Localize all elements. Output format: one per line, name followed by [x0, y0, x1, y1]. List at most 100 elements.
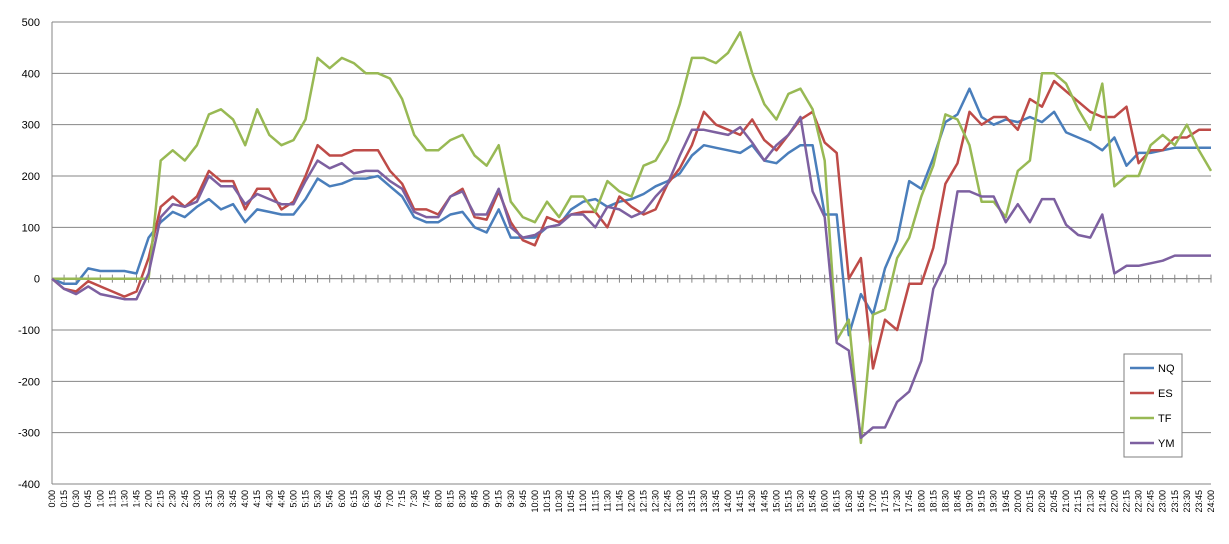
- x-tick-label: 13:30: [699, 490, 709, 513]
- series-line-es: [51, 79, 1211, 370]
- x-tick-label: 20:45: [1049, 490, 1059, 513]
- x-tick-label: 7:15: [397, 490, 407, 508]
- x-tick-label: 20:30: [1037, 490, 1047, 513]
- series-line-nq: [51, 87, 1211, 337]
- y-tick-label: -200: [18, 376, 40, 388]
- x-tick-label: 4:45: [276, 490, 286, 508]
- y-tick-label: 500: [22, 17, 40, 29]
- y-tick-label: -300: [18, 428, 40, 440]
- x-tick-label: 22:30: [1134, 490, 1144, 513]
- x-tick-label: 2:45: [180, 490, 190, 508]
- x-tick-label: 2:30: [168, 490, 178, 508]
- x-tick-label: 15:30: [796, 490, 806, 513]
- x-tick-label: 3:15: [204, 490, 214, 508]
- x-tick-label: 5:00: [288, 490, 298, 508]
- y-axis-tick-labels: -400 -300 -200 -100 0 100 200 300 400 500: [18, 17, 40, 491]
- x-tick-label: 17:00: [868, 490, 878, 513]
- legend-box: [1123, 353, 1183, 458]
- x-tick-label: 15:00: [771, 490, 781, 513]
- x-tick-label: 18:00: [916, 490, 926, 513]
- x-tick-label: 21:45: [1097, 490, 1107, 513]
- legend-label: YM: [1158, 438, 1175, 450]
- x-tick-label: 16:00: [820, 490, 830, 513]
- x-tick-label: 1:00: [95, 490, 105, 508]
- x-axis-tick-labels: 0:00 0:15 0:30 0:45 1:00 1:15 1:30 1:45 2:00 2:15…: [47, 490, 1216, 513]
- y-tick-label: -400: [18, 479, 40, 491]
- x-tick-label: 8:15: [445, 490, 455, 508]
- x-tick-label: 24:00: [1206, 490, 1216, 513]
- x-tick-label: 19:00: [965, 490, 975, 513]
- legend: NQ ES TF YM: [1123, 353, 1183, 458]
- x-tick-label: 19:30: [989, 490, 999, 513]
- x-tick-label: 5:30: [313, 490, 323, 508]
- x-tick-label: 12:00: [627, 490, 637, 513]
- x-tick-label: 5:45: [325, 490, 335, 508]
- x-tick-label: 12:45: [663, 490, 673, 513]
- y-tick-label: 100: [22, 222, 40, 234]
- x-tick-label: 11:30: [602, 490, 612, 512]
- x-tick-label: 11:45: [614, 490, 624, 512]
- x-tick-label: 9:00: [482, 490, 492, 508]
- x-tick-label: 7:00: [385, 490, 395, 508]
- x-tick-label: 23:00: [1158, 490, 1168, 513]
- x-tick-label: 15:15: [783, 490, 793, 513]
- x-tick-label: 12:15: [639, 490, 649, 513]
- legend-label: TF: [1158, 413, 1172, 425]
- x-tick-label: 0:15: [59, 490, 69, 508]
- legend-label: ES: [1158, 388, 1173, 400]
- x-tick-label: 17:15: [880, 490, 890, 513]
- x-tick-label: 6:30: [361, 490, 371, 508]
- x-tick-label: 6:00: [337, 490, 347, 508]
- x-tick-label: 14:00: [723, 490, 733, 513]
- x-tick-label: 10:30: [554, 490, 564, 513]
- legend-label: NQ: [1158, 363, 1175, 375]
- x-tick-label: 9:45: [518, 490, 528, 508]
- x-tick-label: 22:15: [1121, 490, 1131, 513]
- x-tick-label: 21:30: [1085, 490, 1095, 513]
- x-tick-label: 22:00: [1109, 490, 1119, 513]
- x-tick-label: 10:15: [542, 490, 552, 513]
- x-tick-label: 10:00: [530, 490, 540, 513]
- x-tick-label: 14:30: [747, 490, 757, 513]
- x-tick-label: 18:30: [940, 490, 950, 513]
- y-tick-label: 400: [22, 68, 40, 80]
- x-tick-label: 2:00: [144, 490, 154, 508]
- x-tick-label: 13:15: [687, 490, 697, 513]
- x-tick-label: 23:30: [1182, 490, 1192, 513]
- x-tick-label: 22:45: [1146, 490, 1156, 513]
- x-tick-label: 16:45: [856, 490, 866, 513]
- x-tick-label: 1:45: [132, 490, 142, 508]
- x-tick-label: 4:30: [264, 490, 274, 508]
- x-tick-label: 14:45: [759, 490, 769, 513]
- x-tick-label: 5:15: [301, 490, 311, 508]
- x-tick-label: 20:00: [1013, 490, 1023, 513]
- x-tick-label: 4:15: [252, 490, 262, 508]
- x-tick-label: 14:15: [735, 490, 745, 513]
- x-tick-label: 11:00: [578, 490, 588, 512]
- x-tick-label: 3:45: [228, 490, 238, 508]
- x-tick-label: 23:15: [1170, 490, 1180, 513]
- x-tick-label: 19:15: [977, 490, 987, 513]
- x-tick-label: 9:30: [506, 490, 516, 508]
- x-tick-label: 6:15: [349, 490, 359, 508]
- x-tick-label: 15:45: [808, 490, 818, 513]
- x-tick-label: 17:30: [892, 490, 902, 513]
- x-tick-label: 1:15: [107, 490, 117, 508]
- x-tick-label: 23:45: [1194, 490, 1204, 513]
- x-tick-label: 21:15: [1073, 490, 1083, 513]
- x-tick-label: 10:45: [566, 490, 576, 513]
- x-tick-label: 0:00: [47, 490, 57, 508]
- x-tick-label: 12:30: [651, 490, 661, 513]
- y-tick-label: 200: [22, 171, 40, 183]
- x-tick-label: 19:45: [1001, 490, 1011, 513]
- y-tick-label: 300: [22, 120, 40, 132]
- x-tick-label: 11:15: [590, 490, 600, 512]
- x-tick-label: 17:45: [904, 490, 914, 513]
- x-tick-label: 8:45: [470, 490, 480, 508]
- x-tick-label: 13:45: [711, 490, 721, 513]
- series-lines: [51, 31, 1213, 445]
- series-line-tf: [52, 31, 1213, 445]
- x-tick-label: 2:15: [156, 490, 166, 508]
- x-tick-label: 6:45: [373, 490, 383, 508]
